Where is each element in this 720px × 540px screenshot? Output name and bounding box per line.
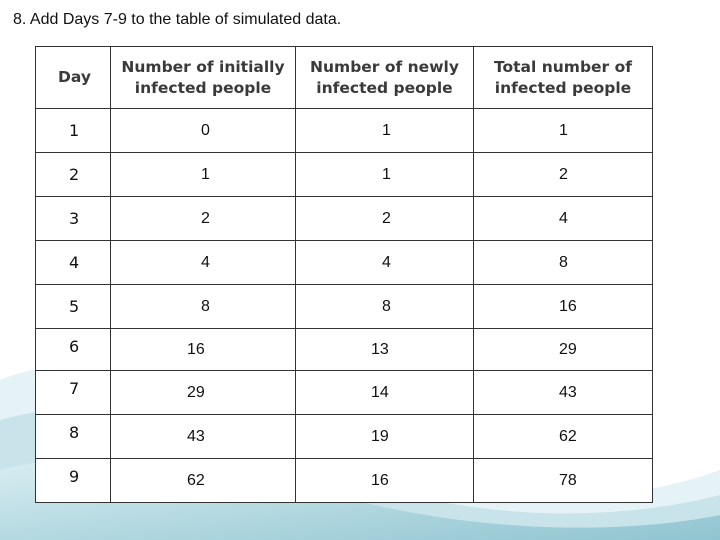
table-row: 6 16 13 29: [35, 328, 653, 371]
table-row: 7 29 14 43: [35, 370, 653, 415]
cell-newly: 2: [295, 196, 474, 241]
cell-newly: 13: [295, 328, 474, 371]
cell-initially: 4: [110, 240, 296, 285]
cell-newly: 1: [295, 152, 474, 197]
cell-total: 62: [473, 414, 653, 459]
cell-total: 2: [473, 152, 653, 197]
table-header-row: Day Number of initially infected people …: [35, 46, 653, 109]
table-row: 3 2 2 4: [35, 196, 653, 241]
cell-newly: 16: [295, 458, 474, 503]
cell-day: 9: [35, 458, 111, 503]
cell-day: 4: [35, 240, 111, 285]
cell-initially: 8: [110, 284, 296, 329]
instruction-text: 8. Add Days 7-9 to the table of simulate…: [13, 11, 342, 28]
simulated-data-table: Day Number of initially infected people …: [35, 46, 653, 503]
table-row: 9 62 16 78: [35, 458, 653, 503]
cell-total: 43: [473, 370, 653, 415]
cell-day: 7: [35, 370, 111, 415]
table-row: 2 1 1 2: [35, 152, 653, 197]
cell-newly: 4: [295, 240, 474, 285]
cell-total: 1: [473, 108, 653, 153]
cell-total: 4: [473, 196, 653, 241]
header-newly-infected: Number of newly infected people: [295, 46, 474, 109]
table-row: 8 43 19 62: [35, 414, 653, 459]
cell-day: 3: [35, 196, 111, 241]
cell-day: 5: [35, 284, 111, 329]
cell-initially: 0: [110, 108, 296, 153]
cell-day: 1: [35, 108, 111, 153]
cell-initially: 16: [110, 328, 296, 371]
cell-newly: 14: [295, 370, 474, 415]
header-initially-infected: Number of initially infected people: [110, 46, 296, 109]
table-row: 4 4 4 8: [35, 240, 653, 285]
cell-day: 8: [35, 414, 111, 459]
cell-total: 8: [473, 240, 653, 285]
cell-total: 78: [473, 458, 653, 503]
cell-initially: 43: [110, 414, 296, 459]
cell-day: 6: [35, 328, 111, 371]
cell-newly: 1: [295, 108, 474, 153]
table-row: 1 0 1 1: [35, 108, 653, 153]
cell-newly: 19: [295, 414, 474, 459]
cell-total: 16: [473, 284, 653, 329]
cell-total: 29: [473, 328, 653, 371]
cell-initially: 29: [110, 370, 296, 415]
cell-newly: 8: [295, 284, 474, 329]
cell-initially: 2: [110, 196, 296, 241]
cell-initially: 1: [110, 152, 296, 197]
header-day: Day: [35, 46, 111, 109]
table-row: 5 8 8 16: [35, 284, 653, 329]
cell-day: 2: [35, 152, 111, 197]
header-total-infected: Total number of infected people: [473, 46, 653, 109]
cell-initially: 62: [110, 458, 296, 503]
